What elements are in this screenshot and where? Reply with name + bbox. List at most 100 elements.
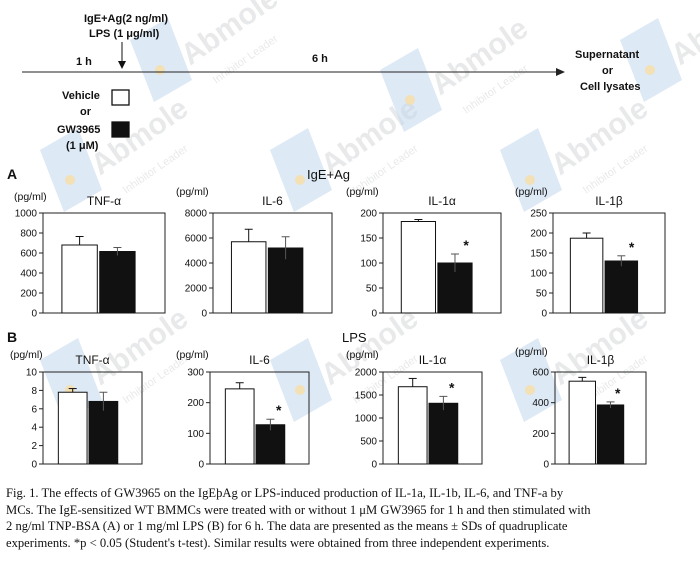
panel-a-title: IgE+Ag <box>307 167 350 182</box>
bar-vehicle <box>568 380 596 465</box>
watermark-dot <box>295 175 305 185</box>
y-tick-label: 4000 <box>185 259 208 270</box>
bar-vehicle <box>230 241 267 314</box>
y-axis-label: (pg/ml) <box>515 186 548 198</box>
bar-gw3965 <box>255 424 286 465</box>
vehicle-label-line1: Vehicle <box>62 90 100 102</box>
watermark-dot <box>65 175 75 185</box>
significance-marker: * <box>449 379 455 395</box>
y-tick-label: 10 <box>26 368 38 379</box>
y-axis-label: (pg/ml) <box>515 346 548 358</box>
bar-vehicle <box>397 386 428 465</box>
watermark-brand: Abmole <box>545 92 654 182</box>
pre-treatment-duration: 1 h <box>76 56 92 68</box>
watermark-brand: Abmole <box>425 12 534 102</box>
charts-layer: (pg/ml) TNF-α02004006008001000(pg/ml)IL-6… <box>10 186 666 471</box>
endpoint-label-line2: or <box>602 65 614 77</box>
watermark-dot <box>295 385 305 395</box>
watermark-shape <box>130 18 192 102</box>
y-tick-label: 0 <box>541 309 547 320</box>
y-axis-label: (pg/ml) <box>176 349 209 361</box>
y-tick-label: 300 <box>187 368 204 379</box>
y-tick-label: 500 <box>360 437 377 448</box>
y-tick-label: 50 <box>536 289 548 300</box>
y-tick-label: 150 <box>530 249 547 260</box>
y-tick-label: 400 <box>532 398 549 409</box>
caption-line: Fig. 1. The effects of GW3965 on the IgE… <box>6 486 564 500</box>
y-tick-label: 0 <box>31 460 37 471</box>
vehicle-legend-box <box>111 89 130 106</box>
caption-line: experiments. *p < 0.05 (Student's t-test… <box>6 535 550 550</box>
y-tick-label: 100 <box>187 429 204 440</box>
y-tick-label: 1500 <box>355 391 378 402</box>
bar-vehicle <box>61 244 98 314</box>
y-tick-label: 1000 <box>15 209 38 220</box>
watermark-shape <box>620 18 682 102</box>
chart-title: TNF-α <box>75 353 109 367</box>
significance-marker: * <box>629 239 635 255</box>
y-tick-label: 6 <box>31 404 37 415</box>
y-tick-label: 8 <box>31 386 37 397</box>
y-tick-label: 800 <box>20 229 37 240</box>
y-tick-label: 2 <box>31 441 37 452</box>
bar-vehicle <box>569 237 604 314</box>
y-tick-label: 200 <box>360 209 377 220</box>
watermark-shape <box>270 338 332 422</box>
watermark-dot <box>405 95 415 105</box>
watermark-shape <box>380 48 442 132</box>
timeline-schematic: IgE+Ag(2 ng/ml) LPS (1 μg/ml) 1 h 6 h Su… <box>22 13 641 152</box>
chart-title: IL-1β <box>587 353 615 367</box>
gw3965-label-line1: GW3965 <box>57 124 100 136</box>
endpoint-label-line3: Cell lysates <box>580 81 641 93</box>
timeline-arrowhead <box>556 68 565 76</box>
y-tick-label: 400 <box>20 269 37 280</box>
y-axis-label: (pg/ml) <box>10 349 43 361</box>
treatment-arrowhead <box>118 61 126 69</box>
watermark-dot <box>155 65 165 75</box>
panel-labels: A IgE+Ag B LPS <box>7 166 367 345</box>
y-tick-label: 0 <box>371 309 377 320</box>
y-tick-label: 0 <box>198 460 204 471</box>
chart-title: IL-1α <box>428 194 456 208</box>
y-tick-label: 600 <box>20 249 37 260</box>
watermark-dot <box>645 65 655 75</box>
treatment-label-line1: IgE+Ag(2 ng/ml) <box>84 13 168 25</box>
y-tick-label: 0 <box>543 460 549 471</box>
watermark-brand: Abmole <box>85 92 194 182</box>
y-tick-label: 100 <box>360 259 377 270</box>
bar-vehicle <box>400 221 437 314</box>
caption-line: 2 ng/ml TNP-BSA (A) or 1 mg/ml LPS (B) f… <box>6 519 568 533</box>
y-axis-label: (pg/ml) <box>14 191 47 203</box>
y-tick-label: 200 <box>20 289 37 300</box>
gw3965-legend-box <box>111 121 130 138</box>
panel-b-letter: B <box>7 329 17 345</box>
chart-title: IL-1α <box>419 353 447 367</box>
y-tick-label: 4 <box>31 423 37 434</box>
bar-gw3965 <box>596 404 625 465</box>
y-tick-label: 600 <box>532 368 549 379</box>
watermark-dot <box>525 385 535 395</box>
bar-vehicle <box>224 388 255 465</box>
figure-caption: Fig. 1. The effects of GW3965 on the IgE… <box>6 485 694 551</box>
panel-b-title: LPS <box>342 330 367 345</box>
y-tick-label: 200 <box>187 398 204 409</box>
gw3965-label-line2: (1 μM) <box>66 140 99 152</box>
watermark-dot <box>525 175 535 185</box>
bar-gw3965 <box>604 260 639 314</box>
y-tick-label: 2000 <box>185 284 208 295</box>
watermark-brand: Abmole <box>85 302 194 392</box>
y-tick-label: 100 <box>530 269 547 280</box>
bar-gw3965 <box>88 400 119 465</box>
chart-A4: (pg/ml) IL-1β 0 50 100 150 200 250 * <box>515 186 666 320</box>
bar-vehicle <box>57 391 88 465</box>
chart-title: IL-1β <box>595 194 623 208</box>
chart-title: IL-6 <box>262 194 283 208</box>
y-tick-label: 2000 <box>355 368 378 379</box>
chart-B4: (pg/ml) IL-1β 0 200 400 600 * <box>515 346 647 471</box>
watermark-brand: Abmole <box>545 302 654 392</box>
chart-A3: (pg/ml) IL-1α 0 50 100 150 200 * <box>346 186 502 320</box>
watermark-shape <box>500 128 562 212</box>
chart-B1: (pg/ml) TNF-α 0 2 4 6 8 10 <box>10 349 143 471</box>
y-tick-label: 200 <box>532 429 549 440</box>
